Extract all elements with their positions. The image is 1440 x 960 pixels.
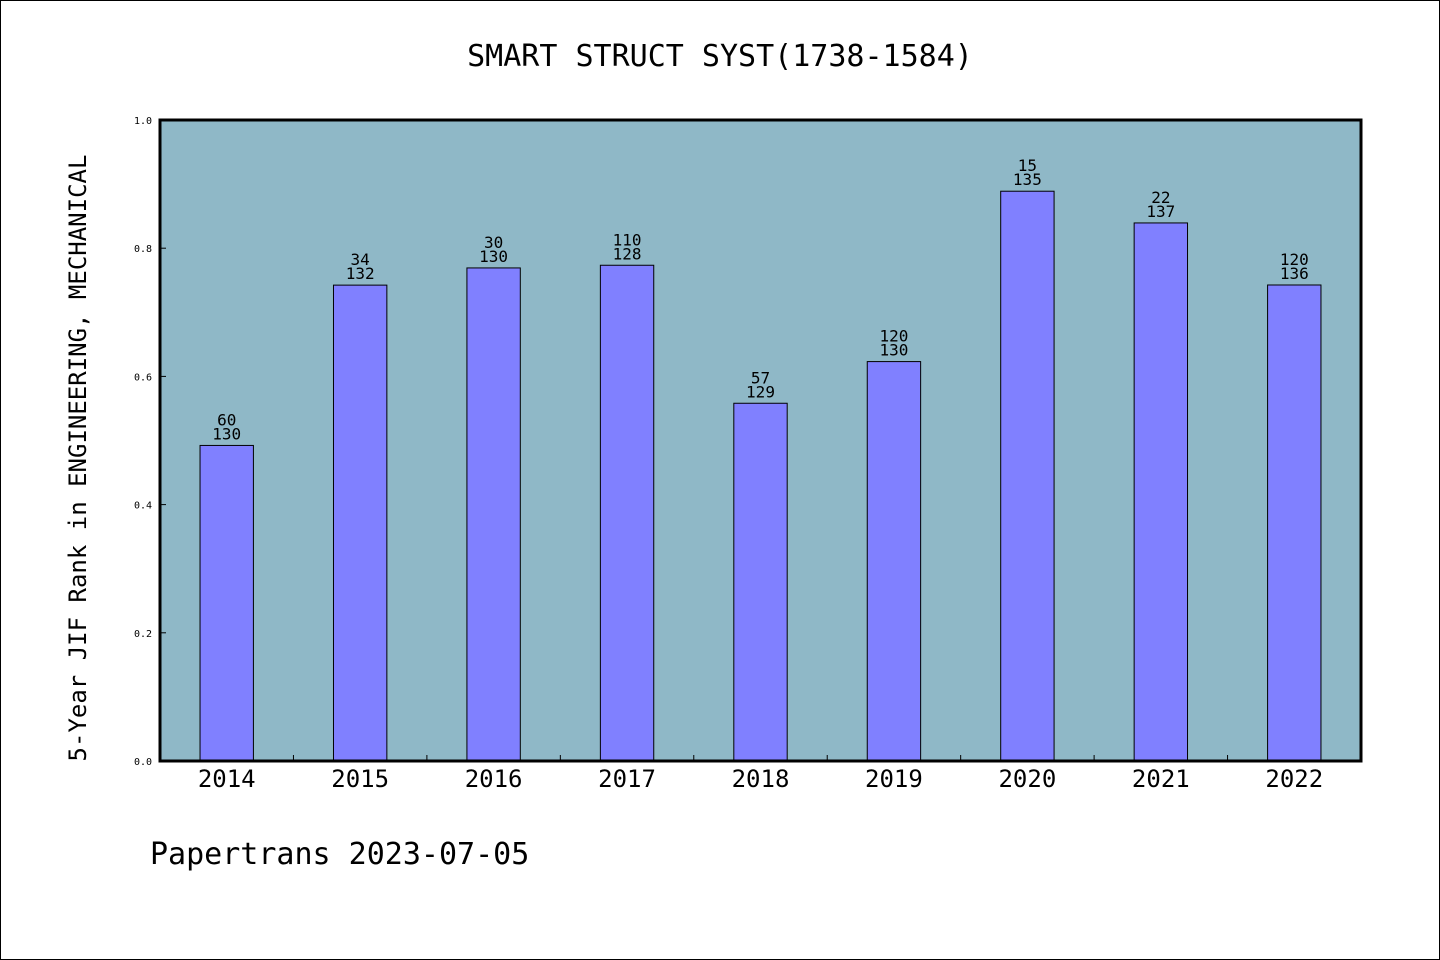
y-tick-label-1: 0.2: [134, 629, 152, 640]
bar-rank-label-2021: 22: [1151, 188, 1170, 207]
bar-total-label-2022: 136: [1280, 264, 1309, 283]
x-tick-label-2020: 2020: [998, 765, 1056, 793]
bar-rank-label-2015: 34: [351, 250, 370, 269]
x-tick-label-2021: 2021: [1132, 765, 1190, 793]
bar-total-label-2014: 130: [212, 424, 241, 443]
footer-credit: Papertrans 2023-07-05: [150, 837, 529, 872]
bar-labels-group: 6013034132301301101285712912013015135221…: [212, 156, 1308, 443]
bar-2019: [866, 361, 922, 762]
bar-total-label-2020: 135: [1013, 170, 1042, 189]
bar-2021: [1133, 222, 1189, 762]
bar-2022: [1267, 284, 1322, 762]
bar-total-label-2017: 128: [613, 244, 642, 263]
bar-rank-label-2019: 120: [879, 327, 908, 346]
x-tick-label-2018: 2018: [732, 765, 790, 793]
x-tick-label-2015: 2015: [331, 765, 389, 793]
bar-total-label-2019: 130: [879, 341, 908, 360]
bar-rank-label-2022: 120: [1280, 250, 1309, 269]
bar-2014: [199, 444, 254, 762]
bar-2017: [599, 264, 655, 762]
y-tick-label-4: 0.8: [134, 244, 152, 255]
bar-total-label-2015: 132: [346, 264, 375, 283]
y-tick-label-2: 0.4: [134, 501, 152, 512]
x-tick-label-2017: 2017: [598, 765, 656, 793]
x-tick-label-2022: 2022: [1265, 765, 1323, 793]
bar-rank-label-2014: 60: [217, 410, 236, 429]
bar-rank-label-2020: 15: [1018, 156, 1037, 175]
x-ticks-group: 2014 2015 2016 2017 2018 2019 2020 2021 2022: [198, 755, 1323, 793]
bar-total-label-2018: 129: [746, 382, 775, 401]
y-tick-label-3: 0.6: [134, 372, 152, 383]
bar-total-label-2016: 130: [479, 247, 508, 266]
y-axis-label: 5-Year JIF Rank in ENGINEERING, MECHANIC…: [64, 155, 92, 762]
chart-title: SMART STRUCT SYST(1738-1584): [467, 39, 973, 74]
bar-rank-label-2018: 57: [751, 368, 770, 387]
y-tick-label-5: 1.0: [134, 116, 152, 127]
x-tick-label-2016: 2016: [465, 765, 523, 793]
plot-border: [158, 118, 1363, 763]
bar-total-label-2021: 137: [1146, 202, 1175, 221]
y-tick-label-0: 0.0: [134, 757, 152, 768]
bar-2020: [1000, 190, 1055, 762]
x-tick-label-2014: 2014: [198, 765, 256, 793]
bar-2015: [332, 284, 388, 762]
bar-rank-label-2016: 30: [484, 233, 503, 252]
x-tick-label-2019: 2019: [865, 765, 923, 793]
bars-group: [199, 190, 1322, 762]
bar-2016: [466, 267, 521, 762]
bar-2018: [733, 402, 788, 762]
bar-rank-label-2017: 110: [613, 230, 642, 249]
